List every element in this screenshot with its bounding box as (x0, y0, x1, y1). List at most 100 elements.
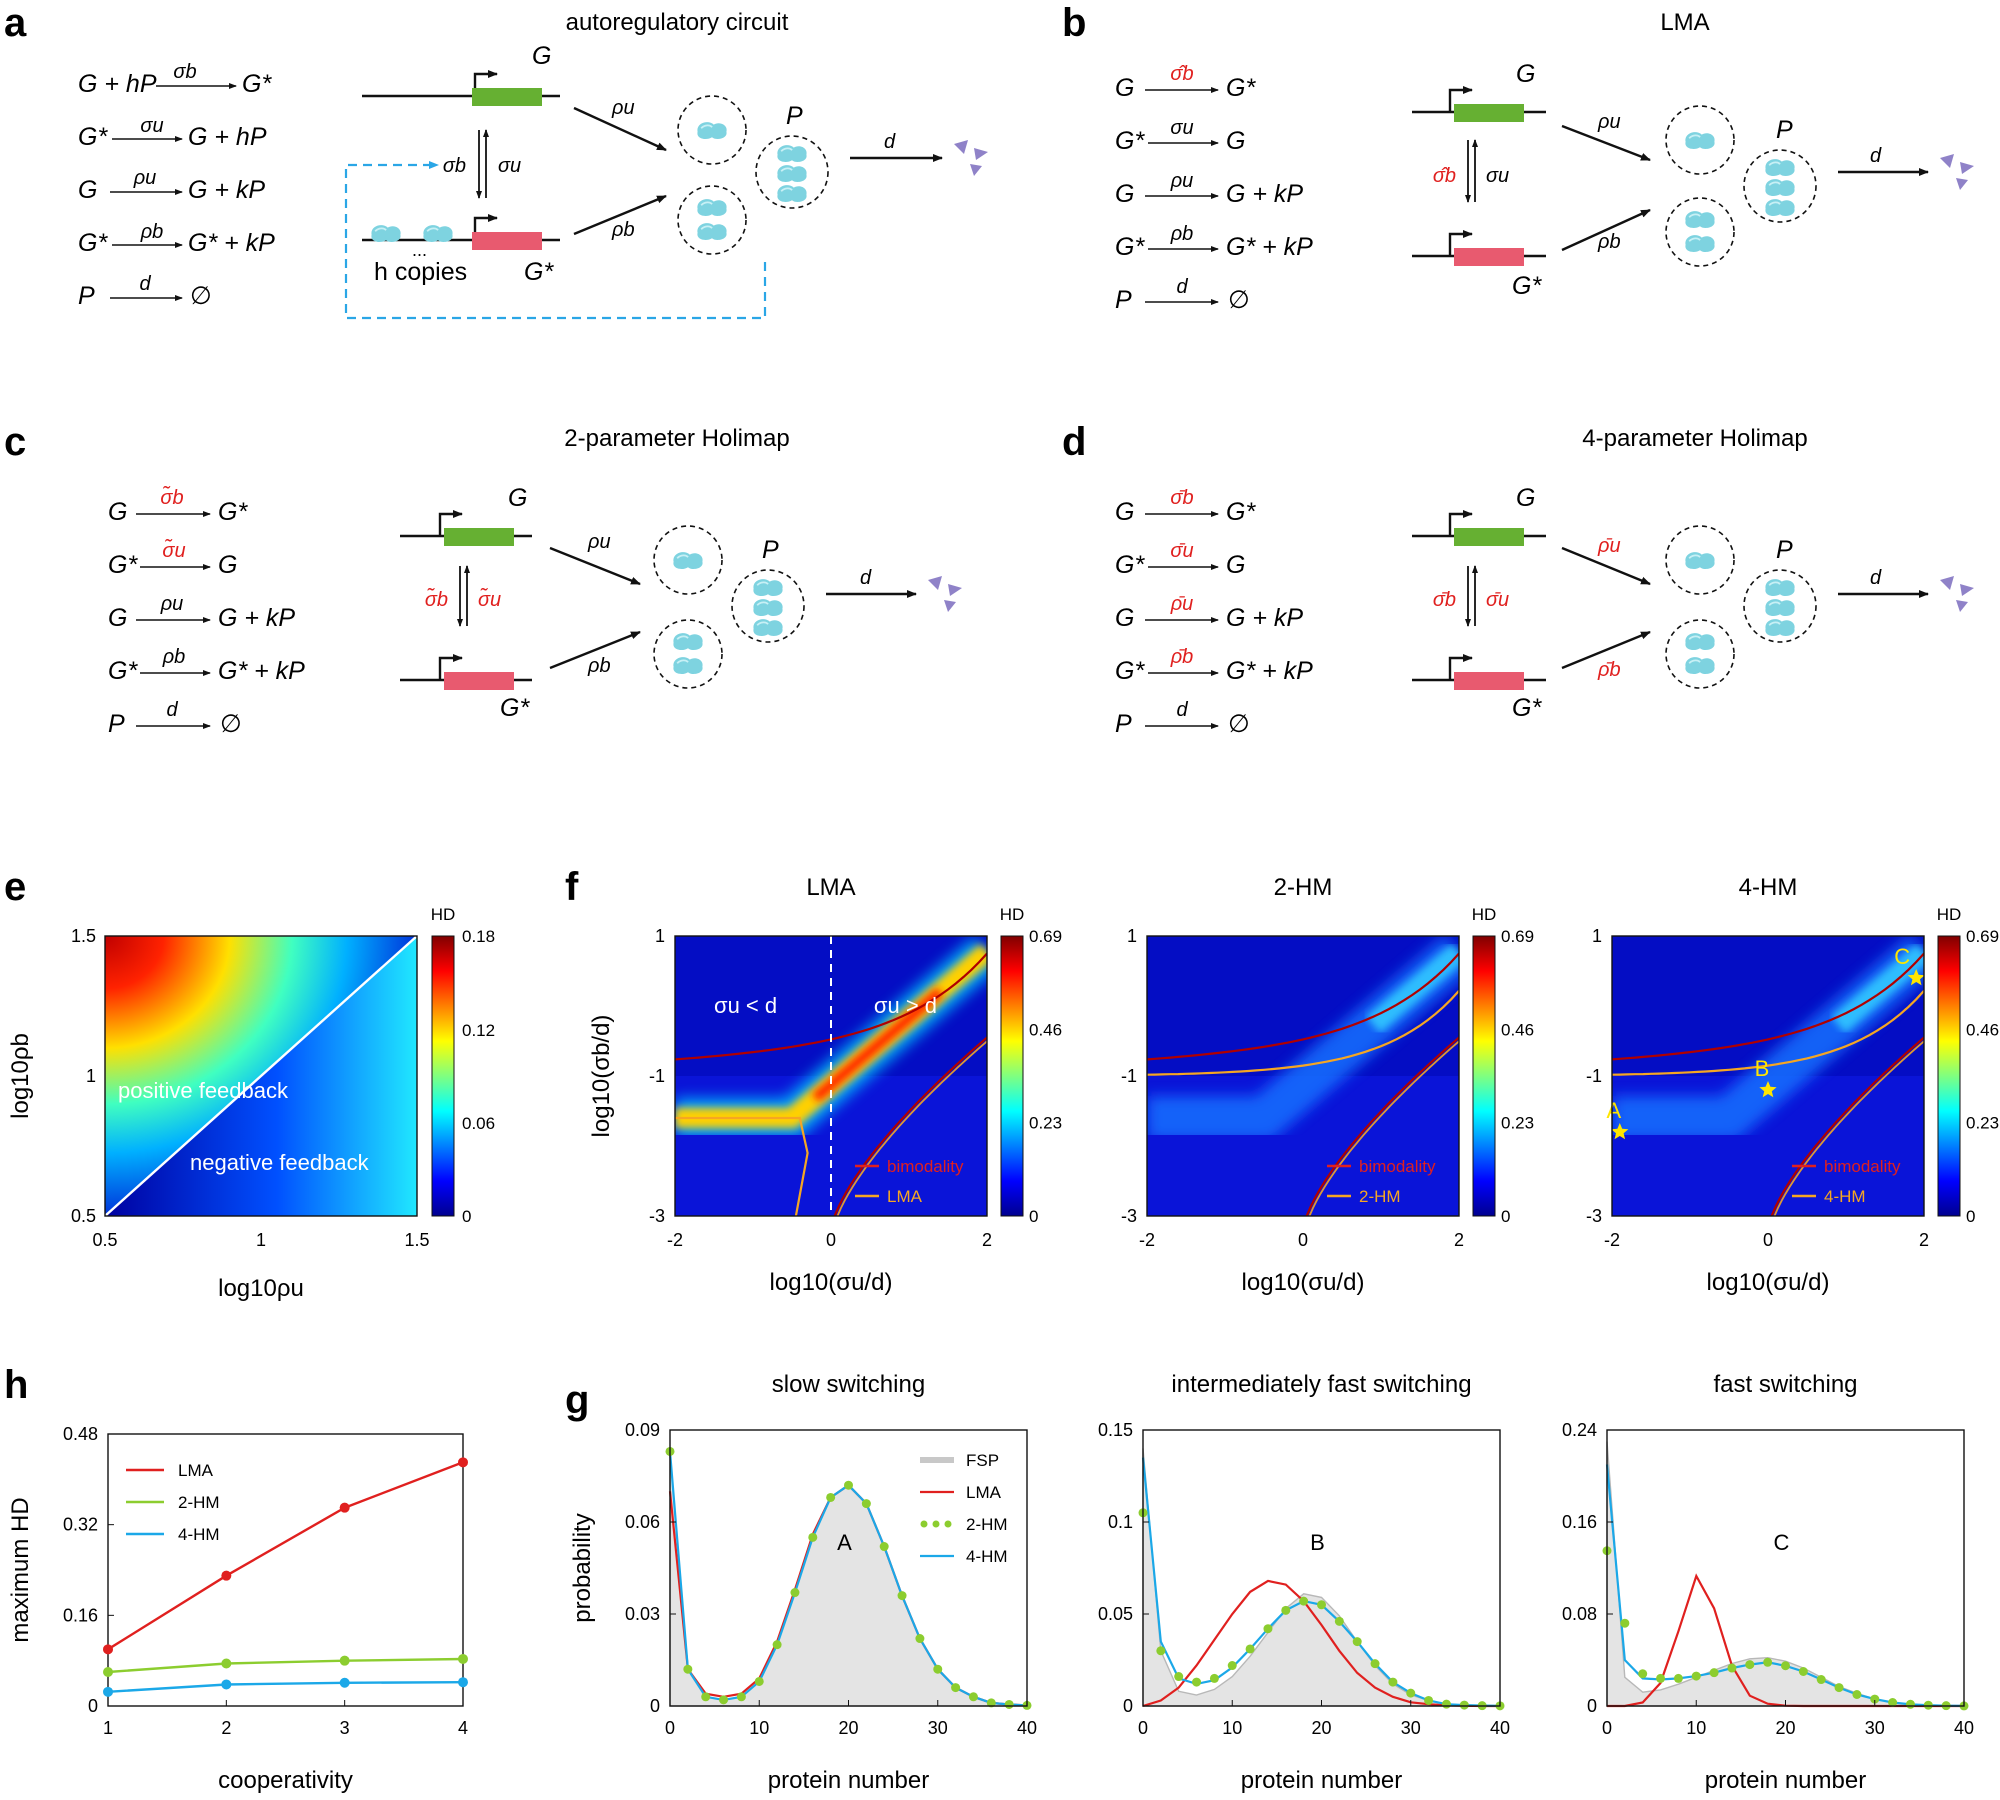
rate-up: σb (443, 155, 466, 177)
panel-c-reactions: G σ̃b G* G* σ̃u G G ρu G + kP G* ρb G* +… (108, 485, 305, 738)
y-tick: 0.48 (63, 1424, 98, 1444)
series-point-LMA (221, 1570, 232, 1581)
plot-frame (1146, 935, 1460, 1217)
panel-h-chart: 1 2 3 4 0 0.16 0.32 0.48 cooperativity maximum HD… (7, 1424, 468, 1794)
rxn-rhs: G (1226, 551, 1245, 579)
hm2-point (1745, 1660, 1755, 1670)
lma-line (1142, 1579, 1500, 1708)
rxn-lhs: G* (78, 123, 108, 151)
rxn-rhs: G + kP (218, 604, 295, 632)
panel-label-e: e (4, 865, 26, 909)
hm2-point (1227, 1661, 1237, 1671)
colorbar-tick: 0.69 (1966, 927, 1999, 946)
rxn-rate: ρb (162, 646, 186, 668)
hm2-point (1441, 1699, 1451, 1709)
method-boundary-lower (836, 1040, 987, 1216)
rxn-rate: ρu (160, 593, 184, 615)
gene-on-label: G (1516, 484, 1535, 512)
decay-label: d (1870, 567, 1882, 589)
colorbar-tick: 0.12 (462, 1021, 495, 1040)
colorbar-tick: 0.06 (462, 1114, 495, 1133)
rxn-lhs: P (1115, 710, 1132, 738)
rxn-lhs: G (78, 176, 97, 204)
series-point-4-HM (458, 1677, 468, 1688)
hm2-point (1691, 1671, 1701, 1681)
decay-label: d (860, 567, 872, 589)
y-tick: 0.1 (1108, 1512, 1133, 1532)
rate-up: σ̃b (425, 587, 448, 611)
rxn-rhs: G (218, 551, 237, 579)
panel-g-charts: slow switching 0 10 20 30 40 0 0.03 0.06 0.09 prot… (569, 1371, 1974, 1794)
hm2-point (790, 1588, 800, 1598)
panel-e-xticks: 0.5 1 1.5 (92, 1230, 429, 1250)
rxn-rate: ρb (140, 221, 164, 243)
rate-up: σ̂b (1433, 165, 1456, 187)
hm2-point (1156, 1646, 1166, 1656)
distribution-g2: intermediately fast switching 0 10 20 30 40 0 0… (1098, 1371, 1510, 1794)
colorbar-title: HD (1472, 905, 1497, 924)
gene-on-box (472, 88, 542, 106)
rxn-lhs: G (1115, 74, 1134, 102)
hm2-point (1317, 1600, 1326, 1610)
fsp-area (1142, 1448, 1501, 1707)
decay-label: d (884, 131, 896, 153)
colorbar-tick: 0.23 (1966, 1114, 1999, 1133)
rxn-lhs: G* (108, 551, 138, 579)
y-tick: 0.16 (1562, 1512, 1597, 1532)
y-tick: -1 (1121, 1066, 1137, 1086)
panel-b: LMA G σ̂b G* G* σu G G ρu G + kP G* ρb G… (1115, 9, 1974, 314)
x-tick: 0 (665, 1718, 675, 1738)
series-point-4-HM (339, 1677, 350, 1688)
colorbar-title: HD (1000, 905, 1025, 924)
rate-down: σ̃u (478, 587, 501, 611)
y-tick: 0.09 (625, 1420, 660, 1440)
x-axis-label: log10ρu (218, 1275, 304, 1302)
colorbar-tick: 0.18 (462, 927, 495, 946)
rxn-rate: σ̂b (1170, 63, 1193, 85)
rxn-lhs: G* (1115, 551, 1145, 579)
hm2-point (808, 1532, 818, 1542)
rxn-lhs: G* (108, 657, 138, 685)
rxn-lhs: G* (78, 229, 108, 257)
panel-label-c: c (4, 420, 26, 464)
chart-title: LMA (806, 874, 855, 901)
legend-swatch-2hm (932, 1520, 940, 1528)
protein-label: P (1776, 116, 1793, 144)
annotation-negative: negative feedback (190, 1150, 370, 1175)
y-tick: 1.5 (71, 926, 96, 946)
annotation-slow: σu < d (714, 993, 777, 1018)
panel-label-f: f (565, 865, 579, 909)
colorbar (1000, 935, 1024, 1217)
rxn-rhs: ∅ (220, 710, 242, 738)
legend-label: LMA (887, 1187, 923, 1206)
hm2-point (1709, 1668, 1719, 1678)
panel-a-reactions: G + hP σb G* G* σu G + hP G ρu G + kP G*… (78, 61, 275, 310)
point-star-B (1759, 1081, 1777, 1098)
legend-label: 4-HM (1824, 1187, 1866, 1206)
x-tick: 30 (1865, 1718, 1885, 1738)
hm2-point (826, 1492, 836, 1502)
hm2-point (1763, 1657, 1773, 1667)
x-tick: 1 (256, 1230, 266, 1250)
plot-frame (674, 935, 988, 1217)
y-tick: 0.06 (625, 1512, 660, 1532)
rxn-rhs: G* (242, 70, 272, 98)
legend-swatch-2hm (944, 1520, 952, 1528)
hm2-point (861, 1499, 871, 1509)
y-tick: 0.16 (63, 1605, 98, 1625)
x-tick: 2 (1454, 1230, 1464, 1250)
panel-label-h: h (4, 1363, 28, 1407)
hm2-point (1388, 1677, 1398, 1687)
legend-label: bimodality (1824, 1157, 1901, 1176)
rxn-rate: d (139, 273, 151, 295)
rxn-lhs: P (78, 282, 95, 310)
y-axis-label: probability (569, 1513, 596, 1622)
rxn-rate: ρu (133, 167, 157, 189)
y-tick: -3 (1586, 1206, 1602, 1226)
rho-b-label: ρb (587, 655, 611, 677)
hm2-point (1888, 1698, 1898, 1708)
hm2-point (1656, 1673, 1666, 1683)
panel-f-heatmaps: σu < d σu > d LMA -2 0 2 -3 -1 1 log10(σu/d) log10… (588, 874, 1999, 1296)
x-tick: -2 (667, 1230, 683, 1250)
